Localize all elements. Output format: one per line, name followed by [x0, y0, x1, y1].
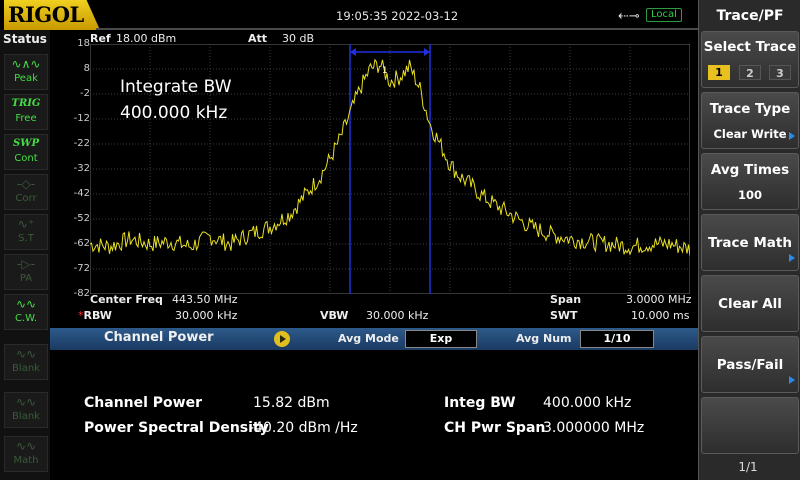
usb-icon: ⇠⊸: [618, 9, 640, 24]
plot-grid: [90, 44, 690, 294]
status-blank-2[interactable]: ∿∿ Blank: [4, 392, 48, 428]
att-label: Att: [248, 32, 268, 45]
rbw-label[interactable]: *RBW: [78, 309, 112, 322]
status-st[interactable]: ∿⁺ S.T: [4, 214, 48, 250]
channel-power-value: 15.82 dBm: [253, 395, 330, 411]
spectrum-display: Ref 18.00 dBm Att 30 dB 18 8 -2 -12 -22 -32 -4…: [50, 30, 698, 330]
trace-1: [90, 58, 690, 256]
rbw-value: 30.000 kHz: [175, 309, 238, 322]
pass-fail-softkey[interactable]: Pass/Fail: [701, 336, 799, 393]
avg-mode-label: Avg Mode: [338, 332, 399, 345]
chevron-right-icon: [789, 254, 795, 262]
clock: 19:05:35 2022-03-12: [336, 9, 459, 23]
avg-num-field[interactable]: 1/10: [580, 330, 654, 348]
avg-times-softkey[interactable]: Avg Times 100: [701, 153, 799, 210]
integrate-bw-annotation: Integrate BW 400.000 kHz: [120, 74, 232, 126]
y-tick-label: 8: [83, 63, 90, 74]
results-panel: Channel Power 15.82 dBm Power Spectral D…: [50, 350, 698, 480]
top-divider: [96, 28, 698, 30]
status-cw[interactable]: ∿∿ C.W.: [4, 294, 48, 330]
band-arrow: [424, 48, 430, 56]
span-label[interactable]: Span: [550, 293, 582, 306]
vbw-value: 30.000 kHz: [366, 309, 429, 322]
local-badge[interactable]: Local: [646, 8, 682, 22]
marker-label: 1: [382, 66, 388, 76]
vbw-label[interactable]: VBW: [320, 309, 349, 322]
y-tick-label: -42: [73, 188, 90, 199]
y-tick-label: 18: [77, 38, 90, 49]
math-icon: ∿∿: [15, 439, 37, 453]
channel-power-label: Channel Power: [84, 395, 203, 411]
integ-bw-value: 400.000 kHz: [543, 395, 632, 411]
blank-icon: ∿∿: [15, 395, 37, 409]
softkey-menu: Trace/PF Select Trace 1 2 3 Trace Type C…: [698, 0, 800, 480]
trace-1-button[interactable]: 1: [708, 65, 730, 80]
empty-softkey[interactable]: [701, 397, 799, 454]
status-trigger[interactable]: TRIG Free: [4, 94, 48, 130]
cw-icon: ∿∿: [15, 297, 37, 311]
integrate-bw-title: Integrate BW: [120, 77, 232, 97]
corr-icon: -◇-: [17, 177, 35, 191]
status-pa[interactable]: -▷- PA: [4, 254, 48, 290]
play-icon[interactable]: [274, 331, 290, 347]
y-tick-label: -2: [80, 88, 90, 99]
trace-math-softkey[interactable]: Trace Math: [701, 214, 799, 271]
integrate-bw-value: 400.000 kHz: [120, 103, 228, 123]
trace-2-button[interactable]: 2: [739, 65, 761, 80]
blank-icon: ∿∿: [15, 347, 37, 361]
status-title: Status: [3, 32, 47, 46]
avg-num-label: Avg Num: [516, 332, 572, 345]
status-sweep[interactable]: SWP Cont: [4, 134, 48, 170]
menu-title: Trace/PF: [716, 8, 784, 24]
ch-pwr-span-label: CH Pwr Span: [444, 420, 546, 436]
y-tick-label: -62: [73, 238, 90, 249]
y-tick-label: -52: [73, 213, 90, 224]
select-trace-softkey[interactable]: Select Trace 1 2 3: [701, 31, 799, 88]
center-freq-label[interactable]: Center Freq: [90, 293, 163, 306]
status-math[interactable]: ∿∿ Math: [4, 436, 48, 472]
status-blank-1[interactable]: ∿∿ Blank: [4, 344, 48, 380]
peak-icon: ∿∧∿: [11, 57, 41, 71]
swt-value: 10.000 ms: [631, 309, 690, 322]
top-bar: RIGOL 19:05:35 2022-03-12 ⇠⊸ Local: [0, 0, 698, 30]
clear-all-softkey[interactable]: Clear All: [701, 275, 799, 332]
trace-type-softkey[interactable]: Trace Type Clear Write: [701, 92, 799, 149]
integ-bw-label: Integ BW: [444, 395, 516, 411]
trace-3-button[interactable]: 3: [769, 65, 791, 80]
integration-band: [349, 44, 431, 294]
att-value: 30 dB: [282, 32, 315, 45]
span-value: 3.0000 MHz: [626, 293, 692, 306]
brand-logo: RIGOL: [4, 0, 100, 30]
status-corr[interactable]: -◇- Corr: [4, 174, 48, 210]
y-tick-label: -22: [73, 138, 90, 149]
y-tick-label: -32: [73, 163, 90, 174]
spectrum-plot[interactable]: 1: [90, 44, 690, 294]
pa-icon: -▷-: [17, 257, 35, 271]
status-peak[interactable]: ∿∧∿ Peak: [4, 54, 48, 90]
band-arrow: [350, 48, 356, 56]
center-freq-value: 443.50 MHz: [172, 293, 238, 306]
st-icon: ∿⁺: [17, 217, 35, 231]
ref-label: Ref: [90, 32, 111, 45]
y-tick-label: -82: [73, 288, 90, 299]
psd-value: -40.20 dBm /Hz: [249, 420, 358, 436]
chevron-right-icon: [789, 132, 795, 140]
ref-value: 18.00 dBm: [116, 32, 177, 45]
channel-power-title: Channel Power: [104, 330, 214, 345]
channel-power-bar: Channel Power Avg Mode Exp Avg Num 1/10: [50, 328, 698, 350]
psd-label: Power Spectral Density: [84, 420, 269, 436]
y-tick-label: -12: [73, 113, 90, 124]
avg-mode-field[interactable]: Exp: [405, 330, 477, 348]
chevron-right-icon: [789, 376, 795, 384]
y-tick-label: -72: [73, 263, 90, 274]
swt-label[interactable]: SWT: [550, 309, 578, 322]
page-indicator: 1/1: [738, 460, 758, 474]
status-panel: Status ∿∧∿ Peak TRIG Free SWP Cont -◇- C…: [0, 30, 50, 480]
ch-pwr-span-value: 3.000000 MHz: [543, 420, 645, 436]
